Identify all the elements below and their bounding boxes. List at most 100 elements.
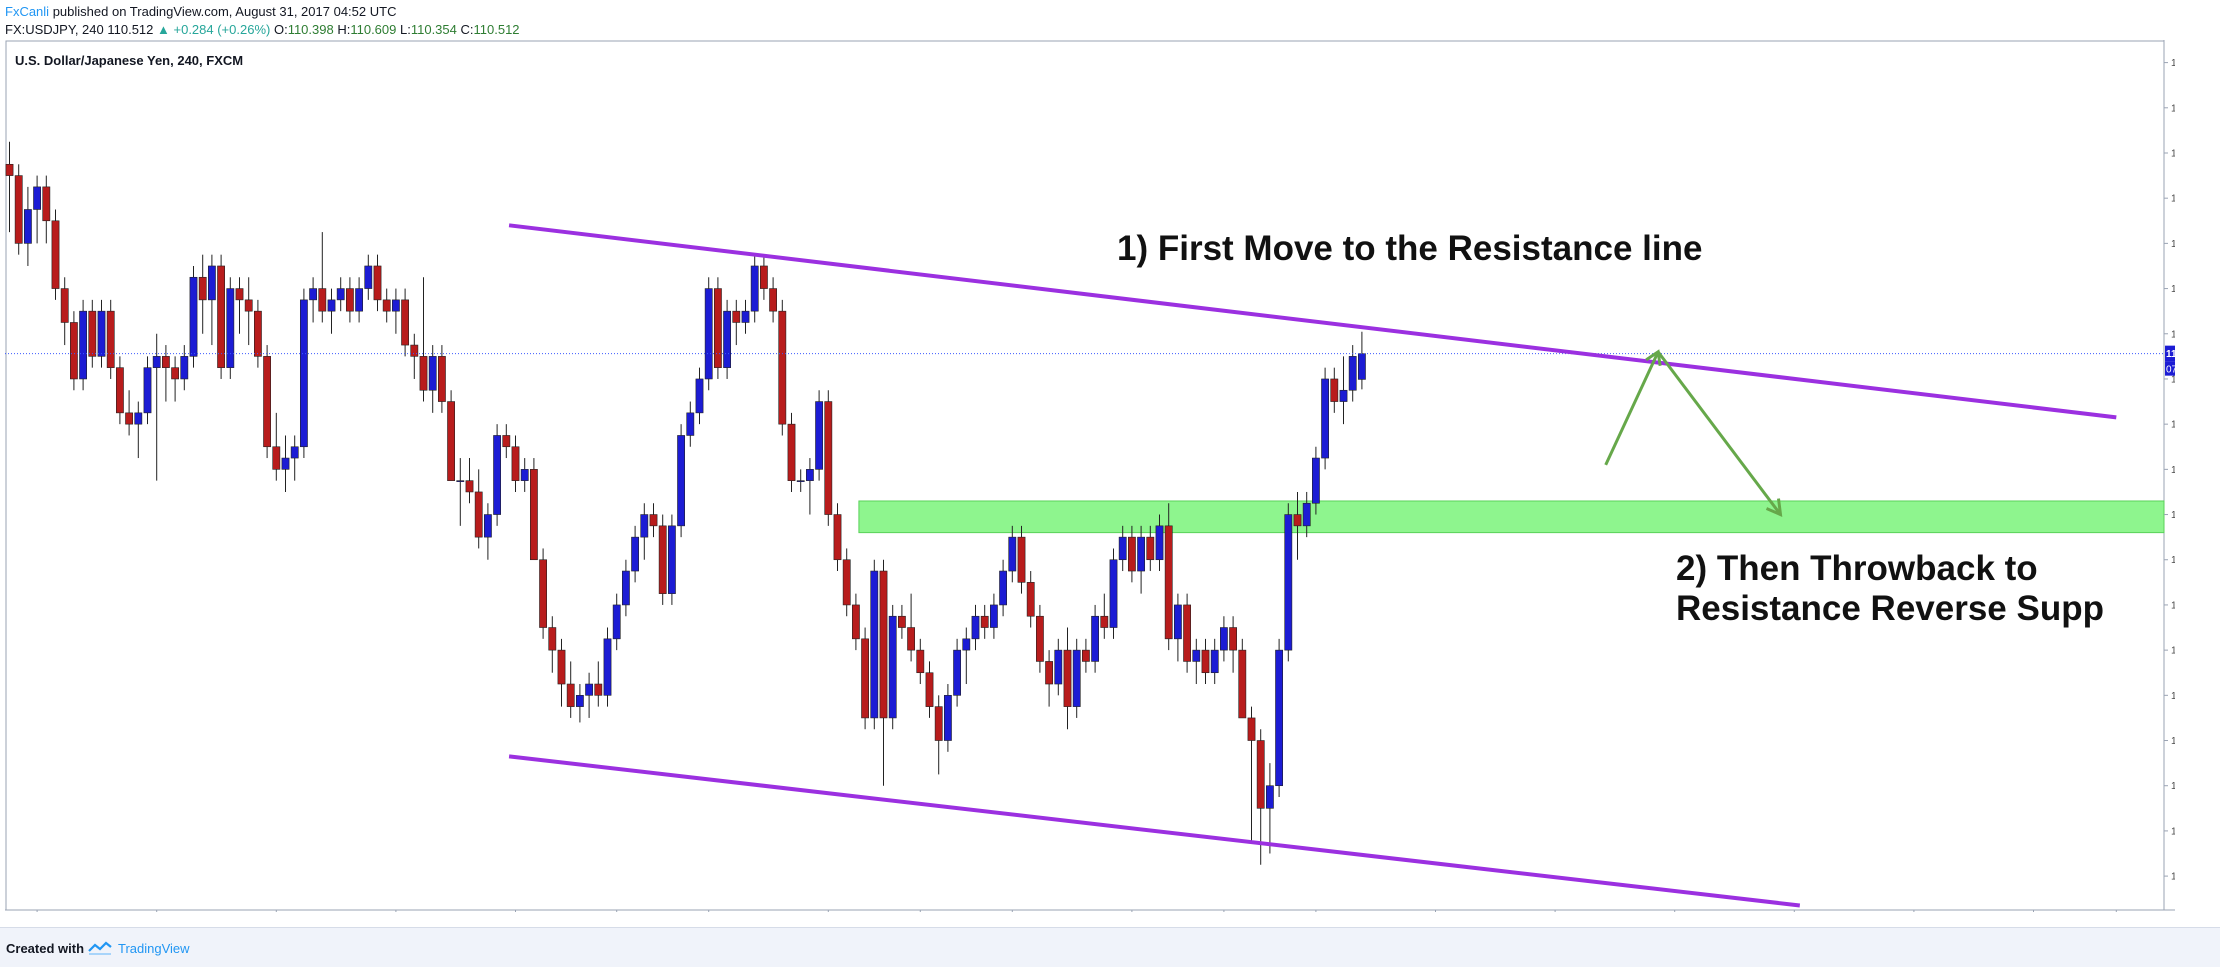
candle[interactable] [667,514,676,605]
candle[interactable] [42,175,51,244]
candle[interactable] [1137,525,1145,594]
candle[interactable] [658,514,667,605]
candle[interactable] [861,627,869,730]
candle[interactable] [162,345,170,402]
candle[interactable] [447,390,455,481]
candle[interactable] [842,548,851,617]
candle[interactable] [796,469,805,492]
candle[interactable] [686,401,695,447]
candle[interactable] [254,299,262,368]
candle[interactable] [916,638,925,685]
author-link[interactable]: FxCanli [5,4,50,19]
candle[interactable] [778,299,787,436]
candle[interactable] [70,311,78,391]
candle[interactable] [391,288,400,334]
candle[interactable] [575,684,584,723]
candle[interactable] [962,627,971,685]
candle[interactable] [364,254,373,300]
candle[interactable] [529,458,538,561]
candle[interactable] [1210,638,1219,685]
candle[interactable] [1063,627,1072,730]
candle[interactable] [989,593,998,639]
candle[interactable] [465,458,474,504]
candle[interactable] [1164,503,1173,651]
candle[interactable] [1008,525,1017,583]
candle[interactable] [603,627,612,707]
candle[interactable] [217,254,225,379]
candle[interactable] [815,390,823,481]
candle[interactable] [226,277,235,379]
candle[interactable] [5,141,14,233]
candle[interactable] [787,412,796,492]
candle[interactable] [60,277,69,346]
candle[interactable] [870,559,879,730]
candle[interactable] [152,333,161,481]
candle[interactable] [631,525,639,583]
candle[interactable] [612,593,621,651]
candle[interactable] [1082,638,1090,673]
candle[interactable] [1247,706,1256,843]
candle[interactable] [483,503,492,560]
price-chart[interactable]: 111.800 111.600 111.400 111.200 111.000 110.8… [5,40,2175,912]
candle[interactable] [741,299,750,334]
candle[interactable] [281,435,290,492]
candle[interactable] [1054,638,1063,696]
candle[interactable] [1229,616,1237,673]
candle[interactable] [723,299,731,379]
candle[interactable] [382,288,391,323]
candle[interactable] [879,559,888,786]
price-axis[interactable]: 111.800 111.600 111.400 111.200 111.000 110.8… [2164,58,2175,883]
candle[interactable] [290,435,299,481]
candle[interactable] [888,604,897,730]
candle[interactable] [1109,548,1118,639]
candle[interactable] [428,345,437,413]
candle[interactable] [585,672,593,718]
time-axis[interactable]: 28Aug37913:00141613:00212313:00252830Sep… [32,910,2127,912]
candle[interactable] [116,356,124,425]
tradingview-logo-icon[interactable] [88,941,112,955]
candle[interactable] [272,412,281,481]
candle[interactable] [769,277,777,323]
candle[interactable] [318,232,327,323]
candle[interactable] [345,277,354,323]
candle[interactable] [502,424,511,459]
candle[interactable] [1146,525,1155,572]
candle[interactable] [824,390,833,526]
candle[interactable] [925,661,934,718]
candle[interactable] [33,175,41,244]
candle[interactable] [1192,638,1201,685]
candle[interactable] [493,424,501,526]
candle[interactable] [640,503,649,560]
candle[interactable] [934,695,943,775]
candle[interactable] [134,401,143,459]
candle[interactable] [621,559,630,617]
candle[interactable] [1302,491,1311,538]
candle[interactable] [1017,525,1026,594]
candle[interactable] [971,604,980,651]
candle[interactable] [1036,604,1044,673]
candle[interactable] [943,684,952,752]
candle[interactable] [143,356,152,425]
candle[interactable] [51,209,60,300]
candle[interactable] [437,345,446,413]
candle[interactable] [953,638,961,707]
candle[interactable] [594,661,603,707]
candle[interactable] [401,288,409,357]
candle[interactable] [474,469,483,549]
candle[interactable] [14,164,23,255]
candle[interactable] [704,277,713,391]
candle[interactable] [410,333,419,379]
candle[interactable] [511,435,520,492]
candle[interactable] [419,277,428,402]
candle[interactable] [198,254,207,334]
candle[interactable] [695,367,704,425]
candle[interactable] [208,254,216,346]
candle[interactable] [355,277,363,323]
candle[interactable] [1118,525,1127,572]
candle[interactable] [244,277,253,346]
candle[interactable] [180,345,189,391]
candle[interactable] [1100,593,1109,639]
candle[interactable] [263,345,271,459]
candle[interactable] [1183,593,1191,673]
candle[interactable] [805,458,814,515]
